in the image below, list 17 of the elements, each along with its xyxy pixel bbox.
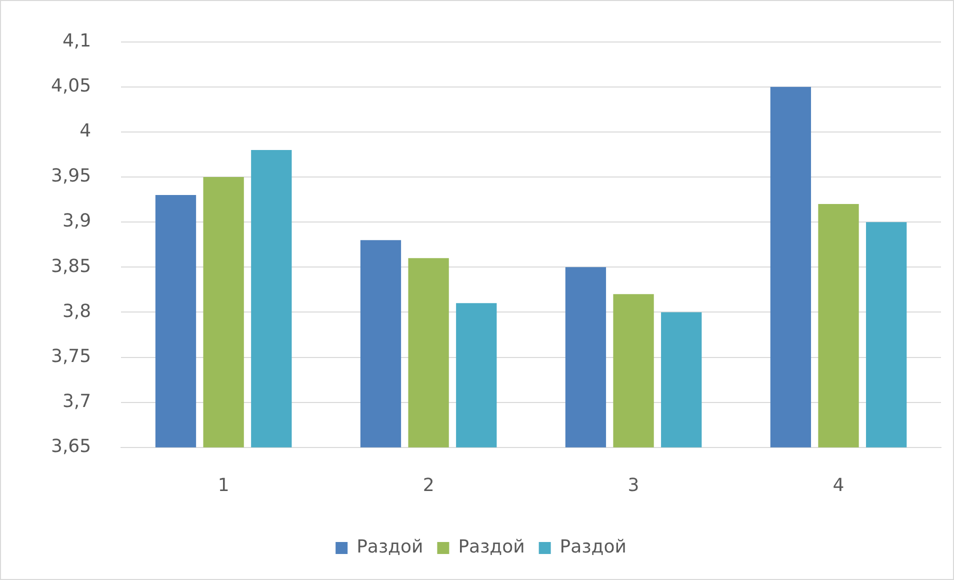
y-tick-label: 3,85 xyxy=(51,256,92,277)
x-tick-label: 3 xyxy=(628,474,640,496)
y-tick-label: 3,7 xyxy=(62,391,92,412)
y-tick-label: 3,95 xyxy=(51,166,92,187)
legend-label: Раздой xyxy=(560,536,626,558)
y-tick-label: 4 xyxy=(80,120,92,142)
x-tick-label: 1 xyxy=(218,474,230,496)
y-tick-label: 4,1 xyxy=(62,30,92,52)
y-tick-label: 4,05 xyxy=(51,76,92,97)
legend-label: Раздой xyxy=(458,536,525,558)
legend-label: Раздой xyxy=(356,536,424,558)
y-tick-label: 3,75 xyxy=(51,346,92,367)
y-tick-label: 3,9 xyxy=(62,210,92,232)
y-tick-label: 3,8 xyxy=(62,300,92,322)
x-tick-label: 4 xyxy=(832,474,844,496)
y-tick-label: 3,65 xyxy=(51,436,92,458)
x-tick-label: 2 xyxy=(422,474,434,496)
